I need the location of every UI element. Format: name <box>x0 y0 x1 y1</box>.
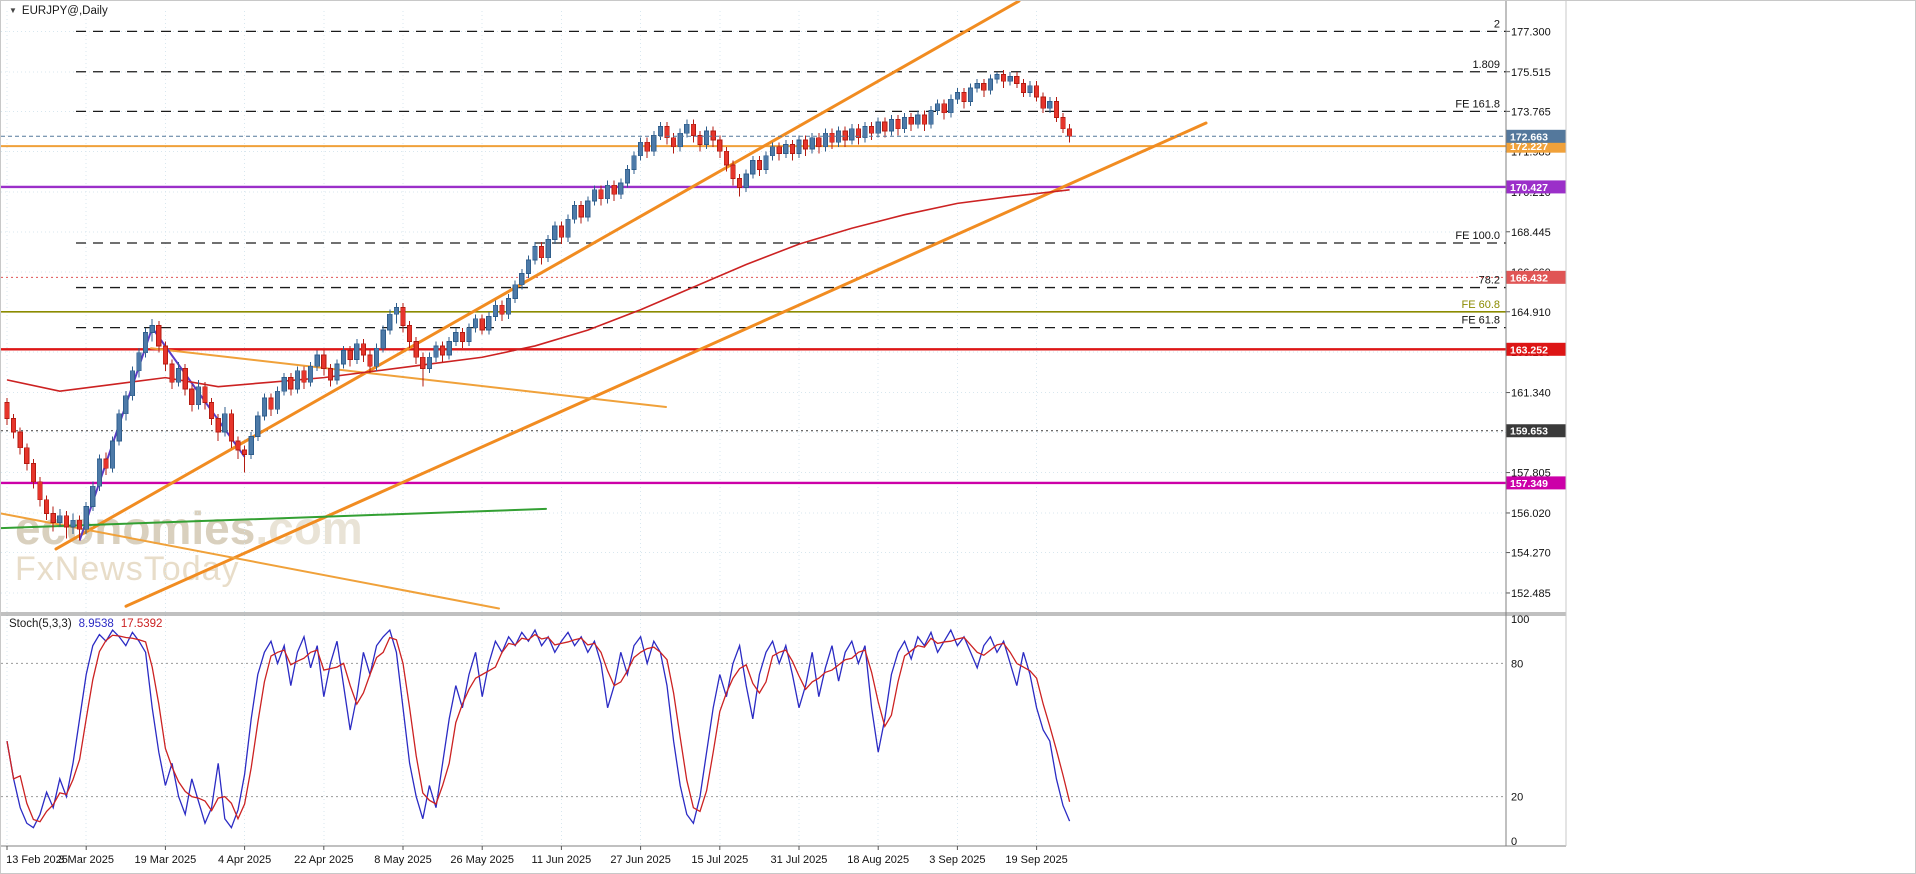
price-tick-label: 154.270 <box>1511 548 1551 560</box>
trend-line <box>54 1 1021 551</box>
price-badge-value: 172.663 <box>1510 131 1548 143</box>
date-tick-label: 13 Feb 2025 <box>6 854 68 866</box>
date-tick-label: 8 May 2025 <box>374 854 431 866</box>
watermark: economies.com FxNewsToday <box>15 505 363 587</box>
watermark-domain: .com <box>255 502 363 554</box>
price-tick-label: 168.445 <box>1511 227 1551 239</box>
price-badge <box>1506 129 1567 143</box>
trend-line <box>124 121 1208 608</box>
date-tick-label: 11 Jun 2025 <box>532 854 592 866</box>
fib-label: 2 <box>1494 18 1500 30</box>
price-tick-label: 173.765 <box>1511 106 1551 118</box>
stoch-scale-label: 80 <box>1511 658 1523 670</box>
price-tick-label: 164.910 <box>1511 307 1551 319</box>
price-badge-value: 172.227 <box>1510 141 1548 153</box>
stoch-scale-label: 100 <box>1511 614 1529 626</box>
watermark-brand: economies <box>15 502 256 554</box>
fib-label: FE 100.0 <box>1455 230 1500 242</box>
stochastic-panel: 100 80 20 0 <box>1 614 1529 848</box>
date-tick-label: 4 Apr 2025 <box>218 854 271 866</box>
trend-line <box>1 507 547 530</box>
fib-label: FE 61.8 <box>1461 315 1500 327</box>
price-tick-label: 175.515 <box>1511 67 1551 79</box>
horizontal-levels[interactable]: FE 60.8 <box>1 145 1506 485</box>
date-tick-label: 31 Jul 2025 <box>771 854 828 866</box>
date-tick-label: 19 Sep 2025 <box>1005 854 1067 866</box>
watermark-tagline: FxNewsToday <box>15 549 240 588</box>
fib-label: 78.2 <box>1479 275 1500 287</box>
date-tick-label: 22 Apr 2025 <box>294 854 353 866</box>
stoch-scale-label: 0 <box>1511 836 1517 848</box>
indicator-label[interactable]: Stoch(5,3,3) 8.9538 17.5392 <box>9 618 162 630</box>
date-tick-label: 27 Jun 2025 <box>610 854 671 866</box>
date-tick-label: 3 Mar 2025 <box>58 854 114 866</box>
stoch-main-value: 8.9538 <box>78 618 114 630</box>
chevron-down-icon: ▼ <box>9 6 17 15</box>
price-badge <box>1506 139 1567 153</box>
price-badge-value: 159.653 <box>1510 426 1548 438</box>
fibonacci-levels[interactable]: 2 1.809 FE 161.8 FE 100.0 78.2 FE 61.8 <box>76 18 1506 329</box>
symbol-timeframe-text: EURJPY@,Daily <box>21 5 108 17</box>
symbol-timeframe-selector[interactable]: ▼ EURJPY@,Daily <box>9 5 108 17</box>
price-badge-value: 157.349 <box>1510 478 1548 490</box>
candlestick-series <box>4 69 1073 541</box>
level-label: FE 60.8 <box>1461 299 1500 311</box>
price-badge-value: 170.427 <box>1510 182 1548 194</box>
price-tick-label: 156.020 <box>1511 508 1551 520</box>
date-tick-label: 18 Aug 2025 <box>847 854 909 866</box>
zigzag-correction-line[interactable] <box>78 325 246 541</box>
price-tick-label: 161.340 <box>1511 388 1551 400</box>
price-tick-label: 177.300 <box>1511 26 1551 38</box>
price-badge <box>1506 424 1567 438</box>
price-badge <box>1506 270 1567 284</box>
date-tick-label: 26 May 2025 <box>450 854 514 866</box>
price-axis[interactable]: 177.300175.515173.765171.985170.210168.4… <box>1506 26 1567 600</box>
stoch-signal-value: 17.5392 <box>120 618 163 630</box>
price-badge-value: 166.432 <box>1510 272 1548 284</box>
price-badge <box>1506 476 1567 490</box>
trend-line <box>1 512 500 610</box>
fib-label: 1.809 <box>1472 59 1500 71</box>
indicator-name: Stoch(5,3,3) <box>9 618 72 630</box>
price-badge <box>1506 342 1567 356</box>
date-tick-label: 19 Mar 2025 <box>135 854 197 866</box>
date-tick-label: 3 Sep 2025 <box>929 854 985 866</box>
watermark-line1: economies.com <box>15 505 363 552</box>
stoch-signal-line <box>6 633 1071 823</box>
stoch-main-line <box>6 628 1071 830</box>
date-tick-label: 15 Jul 2025 <box>691 854 748 866</box>
fib-label: FE 161.8 <box>1455 98 1500 110</box>
price-tick-label: 152.485 <box>1511 588 1551 600</box>
price-badge <box>1506 180 1567 194</box>
stoch-scale-label: 20 <box>1511 792 1523 804</box>
trend-line <box>150 347 667 409</box>
price-badge-value: 163.252 <box>1510 344 1548 356</box>
